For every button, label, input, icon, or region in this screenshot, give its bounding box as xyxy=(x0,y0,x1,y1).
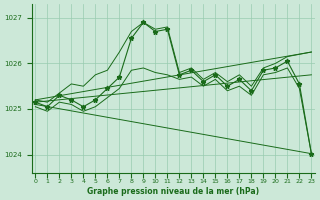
X-axis label: Graphe pression niveau de la mer (hPa): Graphe pression niveau de la mer (hPa) xyxy=(87,187,260,196)
